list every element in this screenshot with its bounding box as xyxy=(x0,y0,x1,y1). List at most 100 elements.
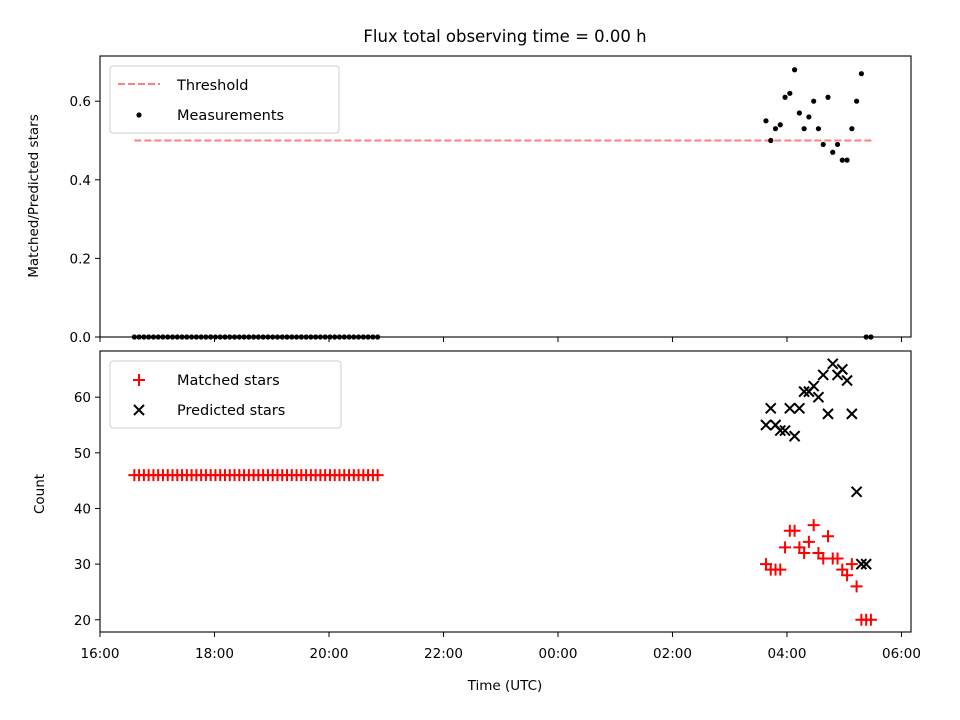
measurement-point xyxy=(255,334,261,340)
bottom-legend-frame xyxy=(109,360,342,429)
measurement-point xyxy=(279,334,285,340)
x-tick-label: 18:00 xyxy=(195,646,234,662)
measurement-point xyxy=(160,334,166,340)
predicted-star-point xyxy=(760,419,772,431)
legend-measurements-label: Measurements xyxy=(177,108,284,124)
predicted-star-point xyxy=(822,408,834,420)
measurement-point xyxy=(265,334,271,340)
top-y-axis-label: Matched/Predicted stars xyxy=(26,114,42,277)
measurement-point xyxy=(227,334,233,340)
measurement-point xyxy=(327,334,333,340)
y-tick-label: 40 xyxy=(74,501,91,517)
x-tick-label: 06:00 xyxy=(882,646,921,662)
x-tick-label: 00:00 xyxy=(539,646,578,662)
bottom-axes-frame xyxy=(99,350,912,633)
measurement-point xyxy=(146,334,152,340)
measurement-point xyxy=(251,334,257,340)
matched-star-point xyxy=(807,519,820,532)
measurement-point xyxy=(322,334,328,340)
x-tick-label: 02:00 xyxy=(653,646,692,662)
measurement-point xyxy=(858,71,864,77)
legend-predicted-swatch xyxy=(133,404,145,416)
measurement-point xyxy=(346,334,352,340)
legend-measurements-swatch xyxy=(136,112,142,118)
x-axis-label: Time (UTC) xyxy=(467,678,543,694)
measurement-point xyxy=(293,334,300,340)
predicted-star-point xyxy=(798,385,810,398)
y-tick-label: 0.6 xyxy=(70,94,91,110)
bottom-axes: 20 30 40 50 60 16:00 18:00 20:00 22:00 00:00 02:0… xyxy=(32,350,921,694)
legend-matched-swatch xyxy=(133,374,145,386)
measurement-point xyxy=(365,334,371,340)
measurement-point xyxy=(174,334,180,340)
y-tick-label: 60 xyxy=(74,390,91,406)
measurement-point xyxy=(217,334,223,340)
matched-star-point xyxy=(864,613,877,626)
measurement-point xyxy=(844,157,850,163)
matched-star-point xyxy=(821,530,834,543)
measurement-point xyxy=(834,141,841,148)
x-tick-label: 20:00 xyxy=(310,646,349,662)
predicted-star-point xyxy=(784,402,796,415)
measurement-point xyxy=(854,98,860,104)
measurement-point xyxy=(782,94,788,100)
measurement-point xyxy=(772,126,779,132)
legend-matched-label: Matched stars xyxy=(177,373,280,389)
bottom-y-ticks: 20 30 40 50 60 xyxy=(74,390,100,629)
matched-star-point xyxy=(798,546,811,559)
measurement-point xyxy=(179,334,185,340)
predicted-star-point xyxy=(841,374,853,387)
matched-star-point xyxy=(788,524,801,537)
measurement-point xyxy=(165,334,171,340)
predicted-star-point xyxy=(774,424,786,437)
bottom-x-ticks: 16:00 18:00 20:00 22:00 00:00 02:00 04:00 06:00 xyxy=(81,632,921,662)
measurement-point xyxy=(289,334,295,340)
measurement-point xyxy=(868,334,874,340)
matched-star-point xyxy=(841,569,854,582)
predicted-star-point xyxy=(812,391,825,403)
y-tick-label: 0.4 xyxy=(70,173,91,189)
measurement-point xyxy=(303,334,309,340)
top-axes: 0.0 0.2 0.4 0.6 Matched/Predicted stars Thr… xyxy=(26,55,912,346)
top-axes-frame xyxy=(99,55,912,338)
legend-predicted-label: Predicted stars xyxy=(177,403,285,419)
chart-title: Flux total observing time = 0.00 h xyxy=(363,27,646,46)
top-plot-area xyxy=(131,67,874,340)
measurement-point xyxy=(131,334,137,340)
measurement-point xyxy=(317,334,324,340)
predicted-star-point xyxy=(807,380,820,392)
predicted-star-point xyxy=(817,369,829,381)
predicted-star-point xyxy=(827,358,839,370)
y-tick-label: 0.2 xyxy=(70,251,91,267)
measurement-point xyxy=(787,90,793,96)
matched-star-point xyxy=(779,541,792,554)
matched-star-point xyxy=(850,580,863,593)
measurement-point xyxy=(777,122,783,128)
predicted-star-point xyxy=(855,558,868,570)
predicted-star-point xyxy=(850,486,863,498)
measurement-point xyxy=(231,334,238,340)
measurement-point xyxy=(274,334,281,340)
measurement-point xyxy=(260,334,266,340)
measurement-point xyxy=(768,137,774,144)
measurement-point xyxy=(284,334,290,340)
measurement-point xyxy=(203,334,209,340)
measurement-point xyxy=(270,334,276,340)
measurement-point xyxy=(308,334,314,340)
measurement-point xyxy=(313,334,319,340)
measurement-point xyxy=(811,98,817,104)
measurement-point xyxy=(830,149,836,155)
top-legend-frame xyxy=(109,65,340,134)
matched-star-point xyxy=(774,563,787,576)
matched-star-point xyxy=(371,469,384,482)
legend-threshold-label: Threshold xyxy=(176,78,248,94)
measurement-point xyxy=(188,334,195,340)
measurement-point xyxy=(341,334,347,340)
measurement-point xyxy=(150,334,157,340)
measurement-point xyxy=(241,334,247,340)
measurement-point xyxy=(236,334,242,340)
measurement-point xyxy=(863,334,869,340)
measurement-point xyxy=(155,334,161,340)
measurement-point xyxy=(796,110,802,116)
measurement-point xyxy=(815,126,822,132)
